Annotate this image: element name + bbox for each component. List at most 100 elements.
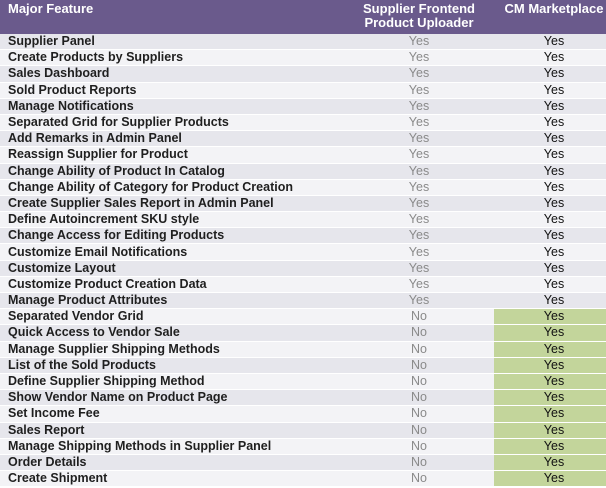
supplier-availability-cell: Yes bbox=[344, 292, 494, 310]
table-row: Create Products by Suppliers Yes Yes bbox=[0, 49, 606, 67]
supplier-availability-cell: No bbox=[344, 357, 494, 374]
feature-name-cell: Sales Report bbox=[0, 422, 344, 439]
table-row: Manage Product Attributes Yes Yes bbox=[0, 292, 606, 310]
cm-availability-cell: Yes bbox=[494, 130, 606, 148]
table-row: Define Autoincrement SKU style Yes Yes bbox=[0, 211, 606, 229]
feature-name-cell: Sales Dashboard bbox=[0, 65, 344, 83]
table-row: Change Access for Editing Products Yes Yes bbox=[0, 227, 606, 245]
table-row: Sales Report No Yes bbox=[0, 422, 606, 439]
table-row: Manage Supplier Shipping Methods No Yes bbox=[0, 341, 606, 358]
feature-name-cell: Reassign Supplier for Product bbox=[0, 146, 344, 164]
table-row: Show Vendor Name on Product Page No Yes bbox=[0, 389, 606, 407]
table-row: Reassign Supplier for Product Yes Yes bbox=[0, 146, 606, 164]
feature-name-cell: Add Remarks in Admin Panel bbox=[0, 130, 344, 148]
feature-name-cell: Quick Access to Vendor Sale bbox=[0, 324, 344, 342]
supplier-availability-cell: Yes bbox=[344, 163, 494, 180]
feature-name-cell: Show Vendor Name on Product Page bbox=[0, 389, 344, 407]
feature-name-cell: Manage Supplier Shipping Methods bbox=[0, 341, 344, 358]
table-row: Order Details No Yes bbox=[0, 454, 606, 472]
supplier-availability-cell: Yes bbox=[344, 260, 494, 277]
table-row: Set Income Fee No Yes bbox=[0, 405, 606, 423]
feature-name-cell: Define Supplier Shipping Method bbox=[0, 373, 344, 391]
cm-availability-cell: Yes bbox=[494, 243, 606, 261]
cm-availability-cell: Yes bbox=[494, 34, 606, 51]
supplier-availability-cell: No bbox=[344, 454, 494, 472]
supplier-availability-cell: Yes bbox=[344, 276, 494, 294]
cm-availability-cell: Yes bbox=[494, 422, 606, 439]
cm-availability-cell: Yes bbox=[494, 405, 606, 423]
cm-availability-cell: Yes bbox=[494, 292, 606, 310]
feature-name-cell: Set Income Fee bbox=[0, 405, 344, 423]
feature-name-cell: Customize Email Notifications bbox=[0, 243, 344, 261]
column-header-cm-marketplace: CM Marketplace bbox=[494, 0, 606, 34]
cm-availability-cell: Yes bbox=[494, 179, 606, 196]
table-row: Change Ability of Category for Product C… bbox=[0, 179, 606, 196]
table-row: Quick Access to Vendor Sale No Yes bbox=[0, 324, 606, 342]
feature-name-cell: List of the Sold Products bbox=[0, 357, 344, 374]
cm-availability-cell: Yes bbox=[494, 470, 606, 488]
table-row: Sales Dashboard Yes Yes bbox=[0, 65, 606, 83]
supplier-availability-cell: Yes bbox=[344, 146, 494, 164]
table-row: List of the Sold Products No Yes bbox=[0, 357, 606, 374]
feature-name-cell: Customize Layout bbox=[0, 260, 344, 277]
table-row: Manage Notifications Yes Yes bbox=[0, 98, 606, 115]
table-body: Supplier Panel Yes Yes Create Products by S… bbox=[0, 34, 606, 488]
cm-availability-cell: Yes bbox=[494, 163, 606, 180]
feature-name-cell: Change Access for Editing Products bbox=[0, 227, 344, 245]
feature-name-cell: Manage Product Attributes bbox=[0, 292, 344, 310]
table-row: Separated Vendor Grid No Yes bbox=[0, 308, 606, 326]
cm-availability-cell: Yes bbox=[494, 65, 606, 83]
cm-availability-cell: Yes bbox=[494, 438, 606, 455]
table-row: Separated Grid for Supplier Products Yes Y… bbox=[0, 114, 606, 132]
cm-availability-cell: Yes bbox=[494, 324, 606, 342]
feature-name-cell: Create Products by Suppliers bbox=[0, 49, 344, 67]
supplier-availability-cell: Yes bbox=[344, 82, 494, 99]
feature-name-cell: Create Shipment bbox=[0, 470, 344, 488]
supplier-availability-cell: No bbox=[344, 373, 494, 391]
cm-availability-cell: Yes bbox=[494, 82, 606, 99]
supplier-availability-cell: No bbox=[344, 470, 494, 488]
feature-name-cell: Change Ability of Category for Product C… bbox=[0, 179, 344, 196]
column-header-supplier-line1: Supplier Frontend bbox=[363, 1, 475, 16]
table-row: Change Ability of Product In Catalog Yes Y… bbox=[0, 163, 606, 180]
supplier-availability-cell: No bbox=[344, 341, 494, 358]
supplier-availability-cell: No bbox=[344, 308, 494, 326]
cm-availability-cell: Yes bbox=[494, 341, 606, 358]
table-row: Create Shipment No Yes bbox=[0, 470, 606, 488]
supplier-availability-cell: Yes bbox=[344, 49, 494, 67]
feature-name-cell: Sold Product Reports bbox=[0, 82, 344, 99]
column-header-supplier-line2: Product Uploader bbox=[364, 15, 474, 30]
cm-availability-cell: Yes bbox=[494, 114, 606, 132]
supplier-availability-cell: No bbox=[344, 389, 494, 407]
cm-availability-cell: Yes bbox=[494, 373, 606, 391]
supplier-availability-cell: Yes bbox=[344, 34, 494, 51]
feature-name-cell: Create Supplier Sales Report in Admin Pa… bbox=[0, 195, 344, 213]
supplier-availability-cell: Yes bbox=[344, 195, 494, 213]
feature-name-cell: Manage Notifications bbox=[0, 98, 344, 115]
supplier-availability-cell: Yes bbox=[344, 65, 494, 83]
table-row: Define Supplier Shipping Method No Yes bbox=[0, 373, 606, 391]
cm-availability-cell: Yes bbox=[494, 276, 606, 294]
supplier-availability-cell: Yes bbox=[344, 243, 494, 261]
feature-name-cell: Separated Grid for Supplier Products bbox=[0, 114, 344, 132]
table-row: Customize Layout Yes Yes bbox=[0, 260, 606, 277]
table-row: Sold Product Reports Yes Yes bbox=[0, 82, 606, 99]
table-row: Create Supplier Sales Report in Admin Pa… bbox=[0, 195, 606, 213]
feature-name-cell: Customize Product Creation Data bbox=[0, 276, 344, 294]
supplier-availability-cell: No bbox=[344, 422, 494, 439]
supplier-availability-cell: Yes bbox=[344, 114, 494, 132]
column-header-major-feature: Major Feature bbox=[0, 0, 344, 34]
cm-availability-cell: Yes bbox=[494, 211, 606, 229]
cm-availability-cell: Yes bbox=[494, 195, 606, 213]
feature-name-cell: Order Details bbox=[0, 454, 344, 472]
cm-availability-cell: Yes bbox=[494, 98, 606, 115]
feature-name-cell: Supplier Panel bbox=[0, 34, 344, 51]
cm-availability-cell: Yes bbox=[494, 146, 606, 164]
supplier-availability-cell: Yes bbox=[344, 98, 494, 115]
supplier-availability-cell: Yes bbox=[344, 227, 494, 245]
table-row: Supplier Panel Yes Yes bbox=[0, 34, 606, 51]
supplier-availability-cell: No bbox=[344, 324, 494, 342]
cm-availability-cell: Yes bbox=[494, 357, 606, 374]
supplier-availability-cell: Yes bbox=[344, 211, 494, 229]
